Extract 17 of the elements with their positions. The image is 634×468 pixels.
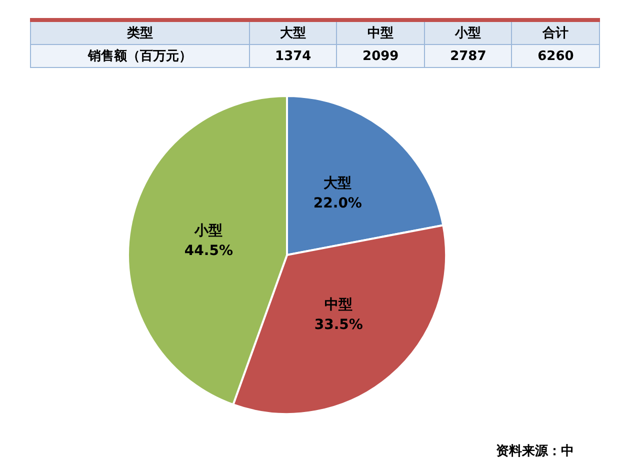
data-label: 33.5% — [314, 317, 363, 334]
text: 6260 — [512, 44, 600, 68]
slice-label: 大型 — [324, 175, 352, 192]
slice-label: 大型 — [249, 20, 337, 44]
text: 2099 — [336, 44, 424, 68]
text: 2787 — [424, 44, 512, 68]
data-label: 22.0% — [313, 195, 362, 212]
category-label: 中型 — [368, 26, 394, 41]
slice-label: 中型 — [324, 297, 353, 314]
text: 资料来源：中 — [496, 443, 574, 460]
text: 类型 — [30, 20, 250, 44]
text: 1374 — [249, 44, 337, 68]
data-label: 44.5% — [184, 242, 233, 259]
category-label: 小型 — [455, 26, 482, 41]
text: 销售额（百万元） — [30, 44, 250, 68]
slice-label: 小型 — [194, 222, 223, 239]
text: 合计 — [512, 20, 600, 44]
